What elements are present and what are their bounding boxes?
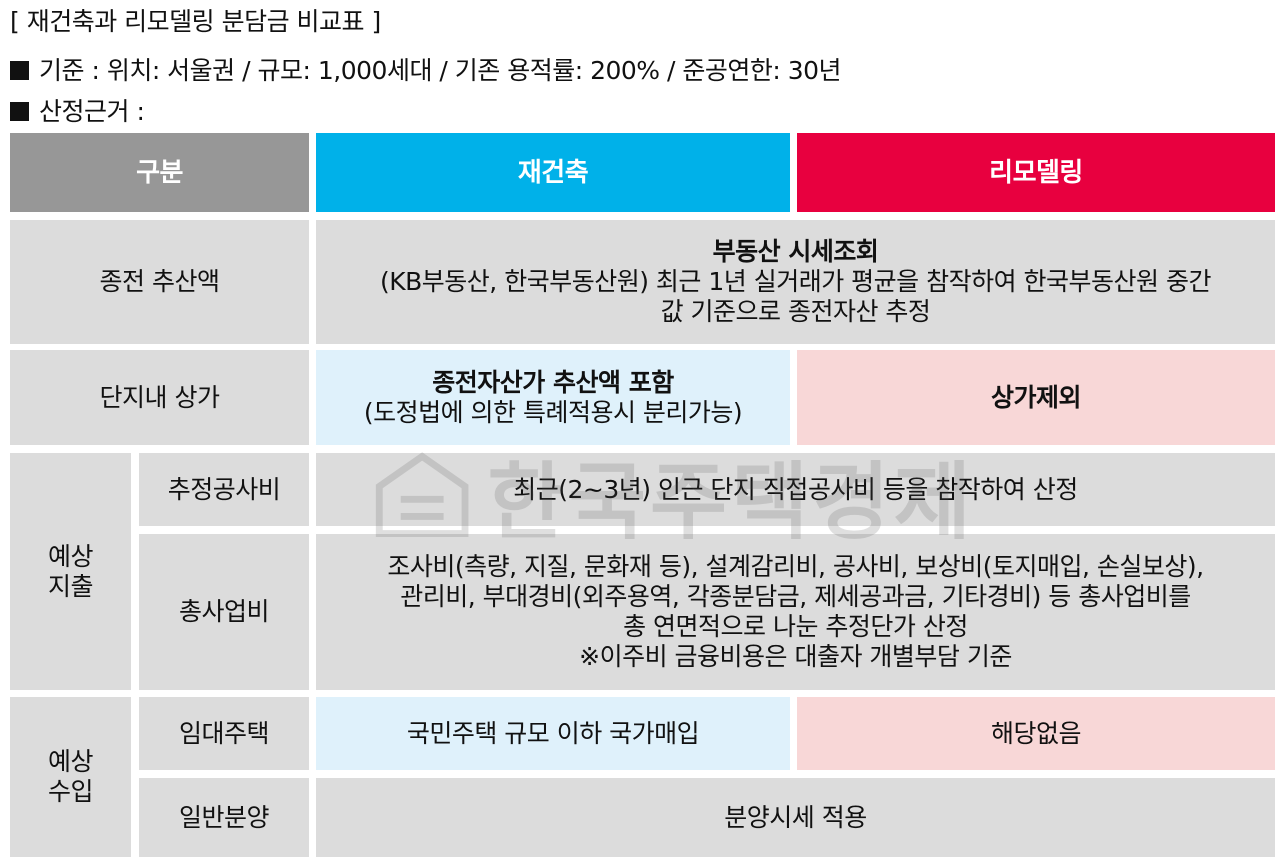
general-sale-label: 일반분양 (178, 802, 270, 832)
row-general-sale-label: 일반분양 (139, 778, 309, 857)
criteria-line: 기준 : 위치: 서울권 / 규모: 1,000세대 / 기존 용적률: 200… (10, 56, 842, 86)
complex-shops-reconstruction-title: 종전자산가 추산액 포함 (432, 367, 674, 397)
complex-shops-reconstruction-note: (도정법에 의한 특례적용시 분리가능) (363, 397, 743, 427)
total-project-line4: ※이주비 금융비용은 대출자 개별부담 기준 (579, 642, 1012, 671)
header-remodeling-label: 리모델링 (989, 157, 1083, 188)
row-construction-cost-label: 추정공사비 (139, 453, 309, 526)
header-reconstruction: 재건축 (316, 133, 790, 212)
construction-cost-label: 추정공사비 (167, 474, 281, 504)
expected-expense-line1: 예상 (47, 541, 94, 571)
square-bullet-icon (10, 102, 29, 121)
header-category-label: 구분 (136, 157, 183, 188)
basis-text: 산정근거 : (39, 97, 145, 126)
row-total-project-cost-content: 조사비(측량, 지질, 문화재 등), 설계감리비, 공사비, 보상비(토지매입… (316, 534, 1275, 690)
square-bullet-icon (10, 61, 29, 80)
construction-cost-text: 최근(2~3년) 인근 단지 직접공사비 등을 참작하여 산정 (513, 474, 1078, 504)
prior-value-title: 부동산 시세조회 (712, 237, 879, 266)
page-title-text: [ 재건축과 리모델링 분담금 비교표 ] (10, 7, 381, 36)
expected-expense-line2: 지출 (47, 571, 94, 601)
group-expected-income: 예상 수입 (10, 697, 131, 857)
header-reconstruction-label: 재건축 (517, 157, 589, 188)
group-expected-expense: 예상 지출 (10, 453, 131, 690)
rental-housing-label: 임대주택 (178, 718, 270, 748)
rental-housing-remodeling-text: 해당없음 (990, 718, 1082, 748)
complex-shops-reconstruction: 종전자산가 추산액 포함 (도정법에 의한 특례적용시 분리가능) (316, 350, 790, 445)
row-rental-housing-label: 임대주택 (139, 697, 309, 770)
total-project-cost-label: 총사업비 (178, 597, 270, 626)
basis-line: 산정근거 : (10, 97, 145, 127)
rental-housing-reconstruction: 국민주택 규모 이하 국가매입 (316, 697, 790, 770)
complex-shops-remodeling-text: 상가제외 (990, 382, 1082, 412)
rental-housing-reconstruction-text: 국민주택 규모 이하 국가매입 (406, 718, 700, 748)
criteria-text: 기준 : 위치: 서울권 / 규모: 1,000세대 / 기존 용적률: 200… (39, 56, 842, 85)
prior-value-label: 종전 추산액 (99, 267, 220, 296)
total-project-line2: 관리비, 부대경비(외주용역, 각종분담금, 제세공과금, 기타경비) 등 총사… (400, 582, 1191, 611)
row-construction-cost-content: 최근(2~3년) 인근 단지 직접공사비 등을 참작하여 산정 (316, 453, 1275, 526)
prior-value-line2: 값 기준으로 종전자산 추정 (660, 297, 931, 326)
page-title: [ 재건축과 리모델링 분담금 비교표 ] (10, 7, 381, 37)
expected-income-line2: 수입 (47, 777, 94, 806)
total-project-line3: 총 연면적으로 나눈 추정단가 산정 (623, 612, 968, 641)
complex-shops-label: 단지내 상가 (99, 382, 220, 412)
row-complex-shops-label: 단지내 상가 (10, 350, 309, 445)
prior-value-line1: (KB부동산, 한국부동산원) 최근 1년 실거래가 평균을 참작하여 한국부동… (380, 267, 1211, 296)
row-total-project-cost-label: 총사업비 (139, 534, 309, 690)
expected-income-line1: 예상 (47, 747, 94, 776)
row-general-sale-content: 분양시세 적용 (316, 778, 1275, 857)
header-remodeling: 리모델링 (797, 133, 1275, 212)
complex-shops-remodeling: 상가제외 (797, 350, 1275, 445)
header-category: 구분 (10, 133, 309, 212)
row-prior-value-content: 부동산 시세조회 (KB부동산, 한국부동산원) 최근 1년 실거래가 평균을 … (316, 220, 1275, 344)
general-sale-text: 분양시세 적용 (724, 802, 867, 832)
row-prior-value-label: 종전 추산액 (10, 220, 309, 344)
rental-housing-remodeling: 해당없음 (797, 697, 1275, 770)
total-project-line1: 조사비(측량, 지질, 문화재 등), 설계감리비, 공사비, 보상비(토지매입… (387, 552, 1204, 581)
